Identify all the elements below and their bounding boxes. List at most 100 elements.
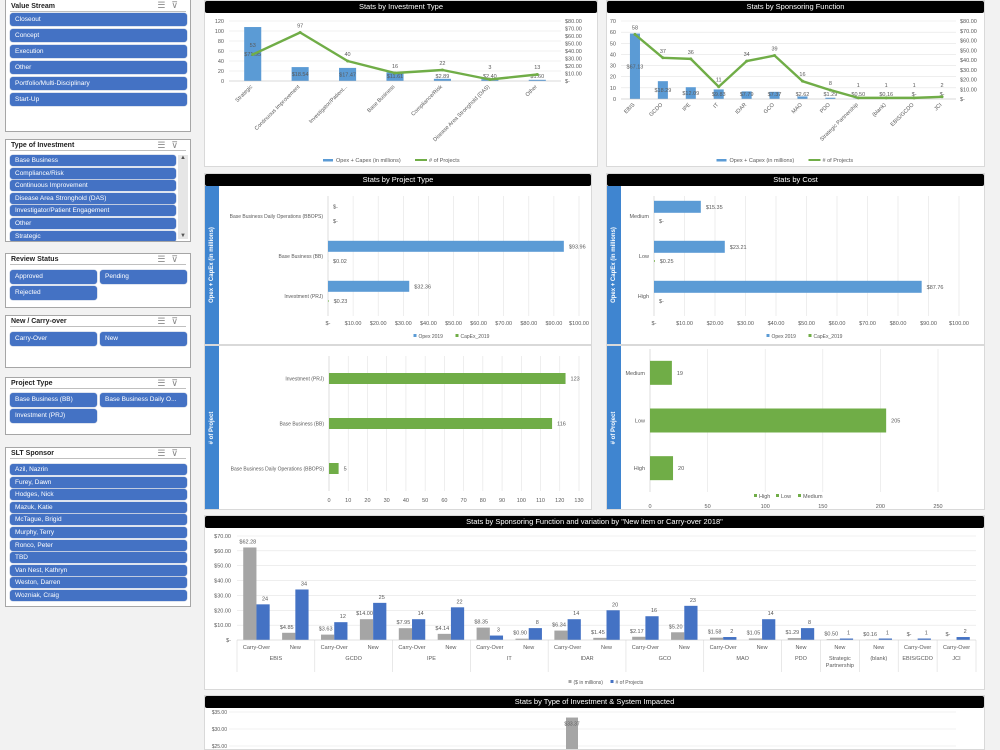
group-label: GCO [659, 656, 672, 662]
slicer-item[interactable]: Other [10, 61, 187, 74]
bar-data-label: $1.29 [785, 630, 799, 636]
slicer-item[interactable]: Disease Area Stronghold (DAS) [10, 192, 176, 204]
line-point [884, 96, 888, 100]
x-tick-label: $- [326, 321, 331, 327]
bar [339, 67, 357, 81]
legend-label: Opex 2019 [419, 334, 444, 340]
slicer-item[interactable]: Compliance/Risk [10, 167, 176, 179]
slicer-item[interactable]: McTague, Brigid [10, 514, 187, 526]
bar-data-label: 1 [925, 631, 928, 637]
line-point [393, 71, 397, 75]
scrollbar[interactable]: ▲ ▼ [178, 155, 188, 239]
right-tick-label: $20.00 [565, 64, 582, 70]
line-point [535, 73, 539, 76]
slicer-item[interactable]: Hodges, Nick [10, 489, 187, 501]
line-point [828, 88, 832, 92]
slicer-item[interactable]: Base Business Daily O... [100, 393, 187, 407]
slicer-item[interactable]: Start-Up [10, 93, 187, 106]
slicer-title: Type of Investment [11, 142, 75, 149]
bar-data-label: 116 [557, 422, 566, 428]
bar [329, 373, 566, 384]
multi-select-icon[interactable]: ☰ [157, 254, 172, 264]
y-tick-label: $25.00 [212, 744, 228, 750]
slicer-item[interactable]: Ronco, Peter [10, 539, 187, 551]
slicer-item[interactable]: Base Business (BB) [10, 393, 97, 407]
slicer-item[interactable]: Closeout [10, 13, 187, 26]
series-line [634, 33, 943, 100]
subcategory-label: New [601, 645, 612, 651]
slicer-item[interactable]: Base Business [10, 155, 176, 166]
bar-data-label: $0.16 [863, 632, 877, 638]
slicer-item[interactable]: Continuous Improvement [10, 180, 176, 192]
multi-select-icon[interactable]: ☰ [157, 378, 172, 388]
slicer-item[interactable]: Execution [10, 45, 187, 58]
category-label: Base Business Daily Operations (BBOPS) [231, 467, 325, 473]
category-label: High [638, 294, 649, 300]
category-label: High [634, 466, 645, 472]
slicer-item[interactable]: Van Nest, Kathryn [10, 564, 187, 576]
clear-filter-icon[interactable]: ⊽ [171, 140, 184, 150]
multi-select-icon[interactable]: ☰ [157, 140, 172, 150]
slicer-item[interactable]: Pending [100, 270, 187, 284]
slicer-item[interactable]: Murphy, Terry [10, 527, 187, 538]
bar-data-label: $67.13 [627, 64, 644, 70]
slicer-item[interactable]: Wozniak, Craig [10, 590, 187, 601]
clear-filter-icon[interactable]: ⊽ [171, 254, 184, 264]
slicer-item[interactable]: Approved [10, 270, 97, 284]
bar-data-label: $1.45 [591, 630, 605, 636]
legend-swatch [610, 680, 614, 683]
multi-select-icon[interactable]: ☰ [157, 0, 172, 10]
bar [433, 78, 451, 81]
slicer-item[interactable]: Rejected [10, 286, 97, 300]
bar-data-label: 19 [677, 371, 683, 377]
left-tick-label: 60 [610, 30, 616, 36]
slicer-item[interactable]: Other [10, 218, 176, 229]
left-tick-label: 0 [613, 97, 616, 103]
slicer-new-carry-over: New / Carry-over ☰⊽ Carry-Over New [5, 315, 191, 368]
slicer-item[interactable]: Carry-Over [10, 332, 97, 346]
bar-data-label: $12.09 [682, 91, 699, 97]
scroll-up-icon[interactable]: ▲ [180, 155, 186, 161]
category-label: Continuous Improvement [254, 84, 302, 132]
slicer-item[interactable]: Mazuk, Katie [10, 501, 187, 513]
slicer-slt-sponsor: SLT Sponsor ☰⊽ Azil, Nazrin Furey, Dawn Hodg… [5, 447, 191, 607]
bar-data-label: $- [945, 632, 950, 638]
category-label: Strategic [235, 84, 255, 104]
slicer-item[interactable]: Strategic [10, 230, 176, 241]
slicer-item[interactable]: Investigator/Patient Engagement [10, 205, 176, 217]
bar-data-label: $1.29 [823, 92, 837, 98]
slicer-item[interactable]: Furey, Dawn [10, 476, 187, 488]
line-data-label: 11 [716, 78, 722, 84]
subcategory-label: Carry-Over [321, 645, 348, 651]
clear-filter-icon[interactable]: ⊽ [171, 316, 184, 326]
clear-filter-icon[interactable]: ⊽ [171, 448, 184, 458]
bar-data-label: $- [940, 92, 945, 98]
bar-projects [606, 610, 620, 640]
bar-projects [723, 637, 737, 640]
slicer-item[interactable]: Portfolio/Multi-Disciplinary [10, 77, 187, 90]
slicer-item[interactable]: New [100, 332, 187, 346]
line-data-label: 1 [885, 83, 888, 89]
legend-label: Low [781, 494, 791, 500]
y-tick-label: $40.00 [214, 579, 231, 585]
group-label: (blank) [870, 656, 887, 662]
x-tick-label: 80 [480, 498, 486, 504]
bar [329, 418, 553, 429]
line-point [298, 31, 302, 34]
clear-filter-icon[interactable]: ⊽ [171, 0, 184, 10]
multi-select-icon[interactable]: ☰ [157, 448, 172, 458]
slicer-item[interactable]: Weston, Darren [10, 577, 187, 589]
multi-select-icon[interactable]: ☰ [157, 316, 172, 326]
slicer-item[interactable]: Investment (PRJ) [10, 409, 97, 423]
group-label: Partnership [826, 663, 854, 669]
slicer-item[interactable]: Concept [10, 29, 187, 42]
grouped-bar-chart: $- $10.00 $20.00 $30.00 $40.00 $50.00 $60.00 $7… [214, 534, 977, 686]
slicer-item[interactable]: Azil, Nazrin [10, 464, 187, 475]
slicer-toolbar: ☰⊽ [157, 0, 184, 11]
scroll-down-icon[interactable]: ▼ [180, 233, 186, 239]
bar-projects [800, 628, 815, 640]
slicer-item[interactable]: TBD [10, 552, 187, 564]
line-point [251, 53, 255, 56]
clear-filter-icon[interactable]: ⊽ [171, 378, 184, 388]
subcategory-label: New [757, 645, 768, 651]
